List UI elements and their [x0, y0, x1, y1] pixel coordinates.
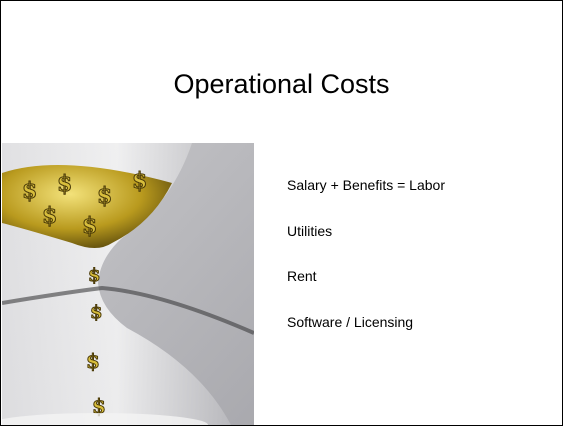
slide: Operational Costs $$$ $$$ $$ $$ Salary +… [0, 0, 563, 426]
svg-text:$: $ [22, 178, 37, 204]
svg-text:$: $ [82, 213, 97, 239]
svg-text:$: $ [97, 183, 112, 209]
svg-text:$: $ [86, 349, 100, 373]
svg-text:$: $ [42, 203, 57, 229]
svg-text:$: $ [90, 302, 103, 323]
bullet-item: Utilities [287, 223, 445, 269]
slide-title: Operational Costs [1, 69, 562, 100]
bullet-item: Salary + Benefits = Labor [287, 177, 445, 223]
svg-text:$: $ [57, 171, 72, 197]
svg-text:$: $ [88, 265, 101, 286]
bullet-item: Software / Licensing [287, 314, 445, 360]
svg-text:$: $ [132, 168, 147, 194]
hourglass-image: $$$ $$$ $$ $$ [2, 143, 254, 426]
bullet-item: Rent [287, 268, 445, 314]
bullet-list: Salary + Benefits = Labor Utilities Rent… [287, 177, 445, 359]
